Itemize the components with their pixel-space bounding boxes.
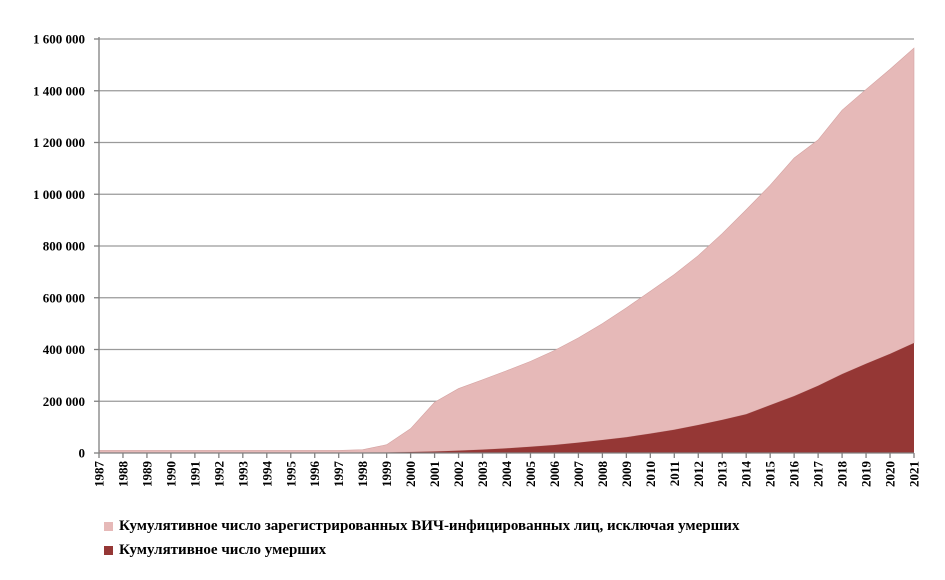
- x-tick-label: 2006: [547, 461, 562, 488]
- y-tick-label: 1 000 000: [33, 187, 85, 202]
- legend-label-deceased: Кумулятивное число умерших: [119, 541, 327, 558]
- legend-swatch-living: [104, 521, 113, 531]
- x-tick-label: 1991: [187, 461, 202, 487]
- legend-item-living: Кумулятивное число зарегистрированных ВИ…: [104, 514, 739, 538]
- legend-label-living: Кумулятивное число зарегистрированных ВИ…: [119, 517, 740, 534]
- x-tick-label: 2014: [739, 461, 754, 488]
- x-tick-label: 1987: [92, 461, 107, 488]
- area-series-deceased: [99, 343, 914, 453]
- x-tick-label: 2020: [883, 461, 898, 487]
- y-tick-label: 0: [79, 446, 86, 461]
- x-tick-label: 2005: [523, 461, 538, 488]
- y-tick-label: 1 600 000: [33, 32, 85, 47]
- x-tick-label: 1998: [355, 461, 370, 488]
- x-tick-label: 1994: [259, 461, 274, 488]
- x-tick-label: 1989: [139, 461, 154, 488]
- x-tick-label: 2019: [859, 461, 874, 488]
- x-axis-tick-labels: 1987 1988 1989 1990 1991 1992 1993 1994 1995 1996…: [92, 461, 922, 488]
- legend-item-deceased: Кумулятивное число умерших: [104, 538, 739, 562]
- x-tick-label: 2000: [403, 461, 418, 487]
- x-tick-label: 1997: [331, 461, 346, 488]
- legend-swatch-deceased: [104, 545, 113, 555]
- x-tick-label: 1988: [115, 461, 130, 488]
- x-tick-label: 1996: [307, 461, 322, 488]
- x-tick-label: 2011: [667, 461, 682, 486]
- y-tick-label: 200 000: [43, 394, 85, 409]
- y-tick-label: 1 200 000: [33, 135, 85, 150]
- x-tick-label: 2007: [571, 461, 586, 488]
- x-tick-label: 1993: [235, 461, 250, 488]
- gridlines: [99, 38, 914, 402]
- x-tick-label: 1990: [163, 461, 178, 487]
- y-tick-label: 800 000: [43, 239, 85, 254]
- x-tick-label: 2015: [763, 461, 778, 488]
- y-tick-label: 1 400 000: [33, 83, 85, 98]
- y-tick-label: 600 000: [43, 290, 85, 305]
- x-tick-label: 2002: [451, 461, 466, 487]
- x-tick-label: 2013: [715, 461, 730, 488]
- y-tick-label: 400 000: [43, 342, 85, 357]
- axes: [94, 37, 915, 458]
- x-tick-label: 2016: [787, 461, 802, 488]
- area-series-living: [98, 47, 915, 454]
- x-tick-label: 1992: [211, 461, 226, 487]
- x-tick-label: 2010: [643, 461, 658, 487]
- x-tick-label: 2012: [691, 461, 706, 487]
- x-tick-label: 2004: [499, 461, 514, 488]
- x-tick-label: 1999: [379, 461, 394, 488]
- x-tick-label: 1995: [283, 461, 298, 488]
- x-tick-label: 2021: [907, 461, 922, 487]
- x-tick-label: 2001: [427, 461, 442, 487]
- area-series: [98, 47, 915, 454]
- x-tick-label: 2008: [595, 461, 610, 488]
- x-tick-label: 2017: [811, 461, 826, 488]
- x-tick-label: 2018: [835, 461, 850, 488]
- x-tick-label: 2003: [475, 461, 490, 488]
- legend: Кумулятивное число зарегистрированных ВИ…: [104, 514, 739, 562]
- x-tick-label: 2009: [619, 461, 634, 488]
- y-axis-tick-labels: 0 200 000 400 000 600 000 800 000 1 000 000 1 …: [33, 32, 85, 461]
